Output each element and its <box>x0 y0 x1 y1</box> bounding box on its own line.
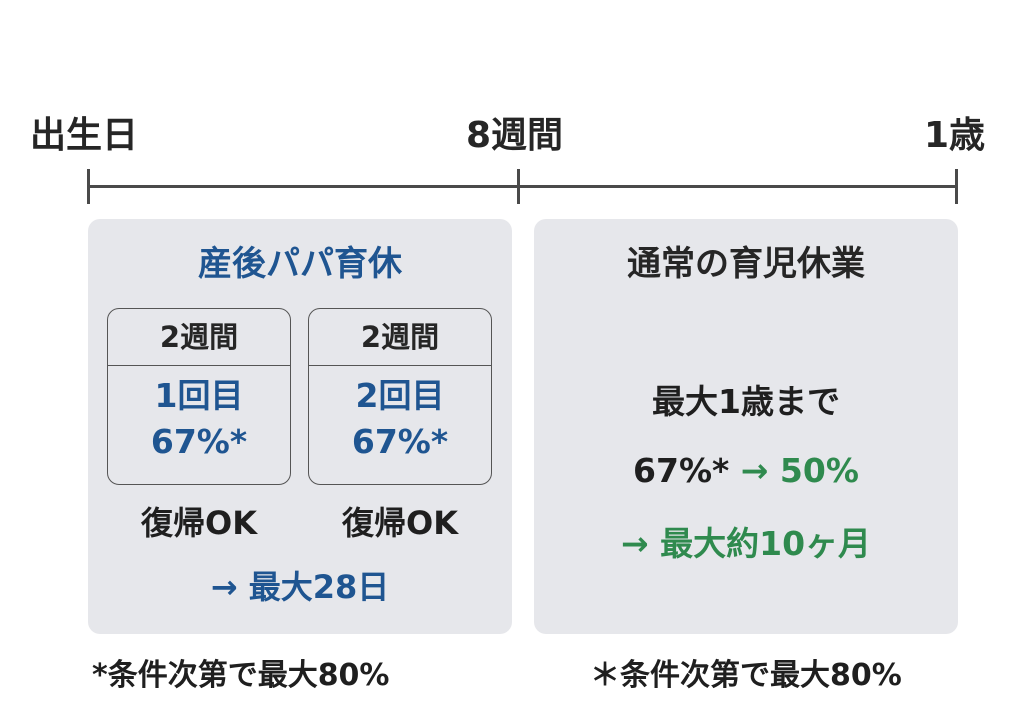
timeline-tick-8weeks <box>517 169 520 204</box>
max-duration-label: 最大1歳まで <box>652 382 840 421</box>
footnote-left: *条件次第で最大80% <box>92 658 390 693</box>
panel-title-paternity: 産後パパ育休 <box>198 244 402 284</box>
reduced-rate: → 50% <box>740 451 859 490</box>
timeline-tick-1year <box>955 169 958 204</box>
max-10-months-note: → 最大約10ヶ月 <box>620 524 872 563</box>
benefit-rate: 67%* <box>150 422 248 461</box>
round-label: 2回目 <box>355 376 445 415</box>
benefit-rate-change: 67%* → 50% <box>534 450 958 492</box>
timeline-label-birth: 出生日 <box>30 115 139 156</box>
return-ok-label-2: 復帰OK <box>341 504 458 542</box>
timeline-label-1year: 1歳 <box>924 115 986 156</box>
panel-title-regular: 通常の育児休業 <box>627 244 865 284</box>
timeline-label-8weeks: 8週間 <box>466 115 564 156</box>
timeline-tick-birth <box>87 169 90 204</box>
initial-rate: 67%* <box>633 451 730 490</box>
footnote-right: ＊条件次第で最大80% <box>590 658 902 693</box>
period-label: 2週間 <box>108 309 290 366</box>
regular-childcare-leave-panel: 通常の育児休業 <box>534 219 958 634</box>
max-28-days-note: → 最大28日 <box>210 568 390 606</box>
round-label: 1回目 <box>154 376 244 415</box>
period-label: 2週間 <box>309 309 491 366</box>
postpartum-paternity-leave-panel: 産後パパ育休 <box>88 219 512 634</box>
return-ok-label-1: 復帰OK <box>140 504 257 542</box>
leave-period-box-2: 2週間 2回目 67%* <box>308 308 492 485</box>
benefit-rate: 67%* <box>351 422 449 461</box>
timeline-axis <box>88 185 958 188</box>
leave-period-box-1: 2週間 1回目 67%* <box>107 308 291 485</box>
